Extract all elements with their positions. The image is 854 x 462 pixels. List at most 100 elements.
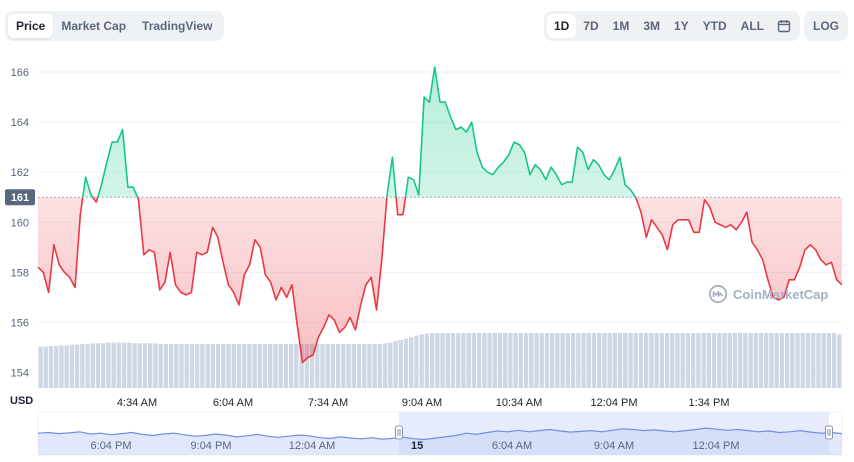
tab-tradingview[interactable]: TradingView [142,19,213,33]
volume-bar [633,333,638,388]
volume-bar [210,344,216,388]
watermark-text: CoinMarketCap [733,286,829,302]
volume-bar [273,344,278,388]
volume-bar [675,333,680,388]
volume-bar [779,333,785,388]
volume-bar [597,333,602,388]
volume-bar [696,333,701,388]
volume-bar [591,333,597,388]
volume-bar [69,344,75,388]
tab-market-cap[interactable]: Market Cap [61,19,127,33]
y-tick-label: 162 [11,167,29,179]
navigator-left-handle[interactable] [395,425,403,440]
volume-bar [137,343,142,388]
volume-bar [513,333,518,388]
volume-bar [523,333,529,388]
volume-bar [607,333,612,388]
volume-bar [476,333,482,388]
volume-bar [701,333,706,388]
volume-bar [189,344,195,388]
chart-type-tabs: Price Market Cap TradingView [5,11,224,41]
volume-bar [132,343,137,388]
volume-bar [325,344,330,388]
volume-bar [831,333,837,388]
volume-bar [784,333,790,388]
volume-bar [85,344,90,388]
range-all-button[interactable]: ALL [740,19,764,33]
volume-bar [304,344,309,388]
volume-bar [581,333,586,388]
x-tick-label: 1:34 PM [689,397,730,409]
volume-bar [205,344,210,388]
volume-bar [539,333,544,388]
volume-bar [299,344,304,388]
volume-bar [247,344,252,388]
baseline-label: 161 [11,192,29,204]
volume-bar [555,333,560,388]
volume-bar [424,333,430,388]
volume-bar [837,334,842,388]
price-area-above [38,67,842,198]
navigator-right-handle[interactable] [825,425,833,440]
range-1d-button[interactable]: 1D [546,14,577,38]
volume-bar [288,344,294,388]
volume-bar [821,333,826,388]
log-scale-button[interactable]: LOG [804,11,848,41]
x-tick-label: 12:04 PM [590,397,637,409]
volume-bar [508,333,513,388]
volume-bar [769,333,774,388]
volume-bar [414,335,419,388]
volume-bar [362,344,367,388]
volume-bar [127,342,132,388]
volume-bar [497,333,503,388]
volume-bar [732,333,738,388]
volume-bar [163,344,169,388]
volume-bar [440,333,445,388]
range-7d-button[interactable]: 7D [583,19,599,33]
baseline-badge [5,189,35,206]
volume-bar [80,344,85,388]
handle-grip [395,425,403,440]
volume-bar [346,344,351,388]
volume-bar [54,346,59,388]
volume-bar [179,344,184,388]
volume-bar [158,344,163,388]
volume-bar [826,333,832,388]
volume-bar [90,343,95,388]
volume-bar [262,344,268,388]
volume-bar [409,337,414,388]
volume-bar [148,343,153,388]
range-3m-button[interactable]: 3M [643,19,660,33]
calendar-icon[interactable] [771,14,797,38]
volume-bar [215,344,221,388]
volume-bar [106,342,111,388]
y-tick-label: 166 [11,67,29,79]
volume-bar [111,342,116,388]
volume-bar [450,333,456,388]
volume-bar [398,339,403,388]
volume-bar [153,343,158,388]
volume-bar [644,333,649,388]
range-1m-button[interactable]: 1M [612,19,630,33]
volume-bar [466,333,471,388]
volume-bar [142,343,148,388]
volume-bar [419,334,424,388]
navigator-tick-label: 12:04 PM [692,440,739,452]
range-ytd-button[interactable]: YTD [702,19,727,33]
volume-bar [435,333,440,388]
volume-bar [727,333,732,388]
y-tick-label: 156 [11,317,29,329]
volume-bar [382,343,388,388]
navigator-tick-label: 6:04 AM [492,440,532,452]
y-tick-label: 160 [11,217,29,229]
volume-bar [429,333,435,388]
volume-bar [565,333,571,388]
tab-price[interactable]: Price [8,14,54,38]
volume-bar [367,344,372,388]
range-1y-button[interactable]: 1Y [673,19,689,33]
volume-bar [48,346,54,388]
volume-bar [200,344,205,388]
currency-label: USD [10,395,34,407]
volume-bar [64,345,69,388]
time-range-controls: 1D 7D 1M 3M 1Y YTD ALL LOG [543,11,848,41]
